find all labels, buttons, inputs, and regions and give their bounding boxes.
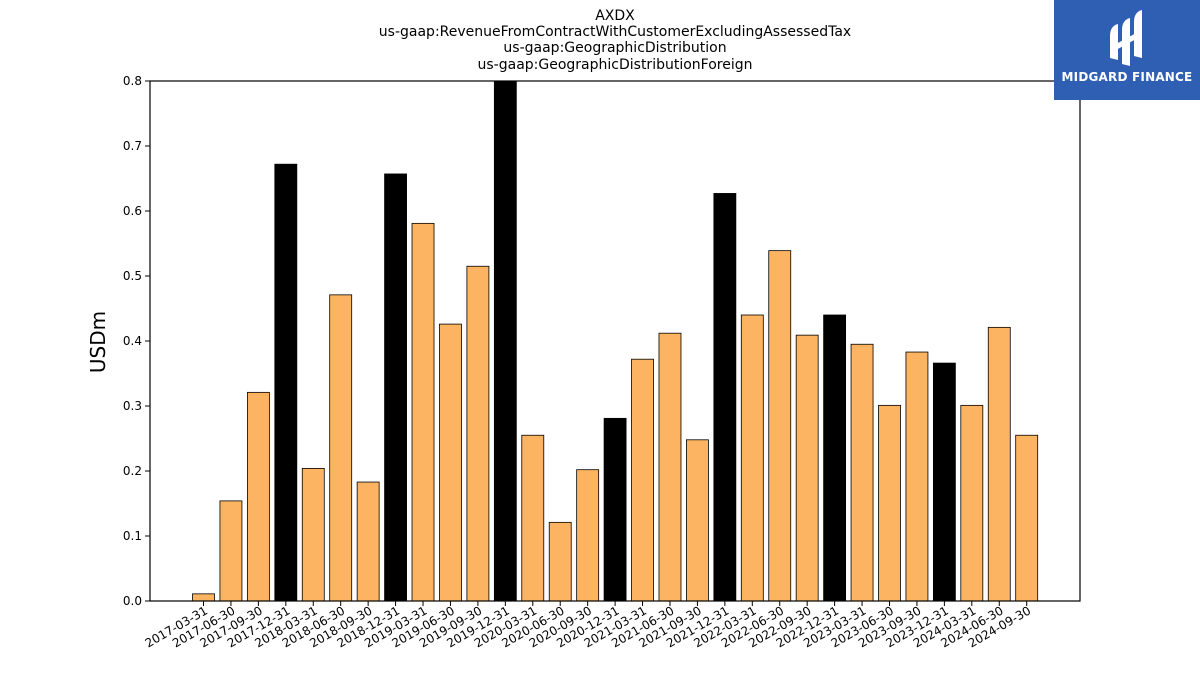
bar-2022-09-30 [795, 334, 819, 602]
y-tick-label: 0.3 [123, 399, 142, 413]
bar-2021-09-30 [686, 439, 709, 602]
midgard-finance-logo-icon [1110, 10, 1142, 66]
y-axis: 0.0 0.1 0.2 0.3 0.4 0.5 0.6 0.7 0.8 [123, 74, 150, 608]
bar-2021-03-31 [631, 358, 654, 602]
bar-2018-03-31 [301, 467, 325, 602]
bar-2019-03-31 [411, 222, 435, 602]
bar-2022-03-31 [740, 314, 764, 602]
bar-2022-12-31 [823, 314, 847, 602]
bar-2020-09-30 [576, 469, 600, 602]
bar-2019-12-31 [493, 80, 517, 602]
bar-2018-09-30 [356, 481, 380, 602]
chart-title-line-4: us-gaap:GeographicDistributionForeign [478, 57, 753, 73]
y-tick-label: 0.5 [123, 269, 142, 283]
bar-2024-03-31 [960, 404, 984, 602]
logo-text: MIDGARD FINANCE [1061, 70, 1193, 84]
y-axis-label: USDm [86, 311, 110, 373]
bar-2020-12-31 [603, 417, 627, 602]
chart-title-line-2: us-gaap:RevenueFromContractWithCustomerE… [379, 24, 851, 40]
y-tick-label: 0.2 [123, 464, 142, 478]
chart-title-line-3: us-gaap:GeographicDistribution [503, 40, 726, 56]
bar-2019-09-30 [466, 265, 490, 602]
chart-title-line-1: AXDX [595, 8, 635, 24]
bar-2023-03-31 [850, 343, 874, 602]
bar-2018-06-30 [329, 294, 353, 602]
bar-2017-12-31 [274, 163, 298, 602]
bar-2021-12-31 [713, 193, 737, 602]
bar-2021-06-30 [658, 332, 682, 602]
midgard-finance-logo: MIDGARD FINANCE [1054, 0, 1200, 100]
chart-title: AXDX us-gaap:RevenueFromContractWithCust… [379, 8, 851, 73]
bars-group [192, 80, 1039, 602]
bar-2018-12-31 [384, 173, 407, 602]
bar-2023-09-30 [905, 351, 929, 602]
bar-2023-12-31 [932, 362, 956, 602]
bar-2023-06-30 [878, 404, 901, 602]
bar-2020-03-31 [521, 434, 545, 602]
bar-2017-09-30 [246, 391, 270, 602]
bar-2019-06-30 [439, 323, 462, 602]
bar-2017-03-31 [192, 593, 215, 602]
bar-2020-06-30 [548, 521, 572, 602]
x-axis: 2017-03-312017-06-302017-09-302017-12-31… [143, 601, 1033, 650]
y-tick-label: 0.4 [123, 334, 142, 348]
y-tick-label: 0.7 [123, 139, 142, 153]
y-tick-label: 0.8 [123, 74, 142, 88]
bar-2017-06-30 [219, 500, 243, 602]
bar-2024-09-30 [1015, 434, 1039, 602]
y-tick-label: 0.1 [123, 529, 142, 543]
plot-frame [149, 80, 1081, 602]
bar-2024-06-30 [987, 326, 1011, 602]
y-tick-label: 0.6 [123, 204, 142, 218]
y-tick-label: 0.0 [123, 594, 142, 608]
bar-2022-06-30 [768, 250, 792, 602]
